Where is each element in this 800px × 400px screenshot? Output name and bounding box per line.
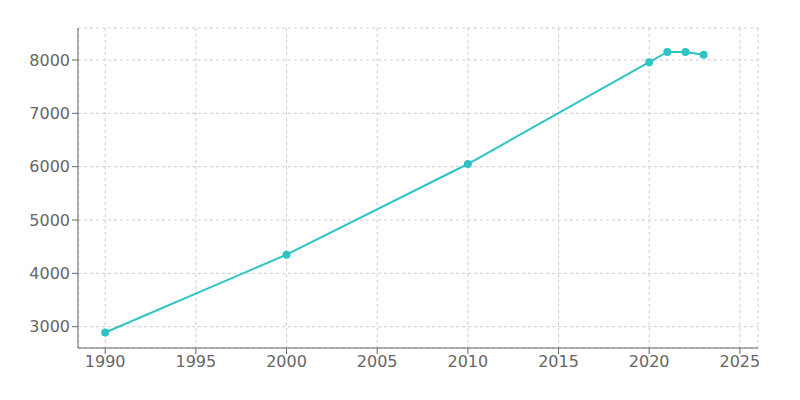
svg-text:2000: 2000 [266,352,307,371]
svg-text:1995: 1995 [176,352,217,371]
svg-text:1990: 1990 [85,352,126,371]
svg-text:2010: 2010 [448,352,489,371]
svg-text:7000: 7000 [29,104,70,123]
svg-text:5000: 5000 [29,211,70,230]
svg-text:2025: 2025 [720,352,761,371]
svg-text:2015: 2015 [538,352,579,371]
svg-text:8000: 8000 [29,51,70,70]
svg-text:2020: 2020 [629,352,670,371]
svg-text:2005: 2005 [357,352,398,371]
svg-text:3000: 3000 [29,317,70,336]
svg-text:6000: 6000 [29,157,70,176]
svg-text:4000: 4000 [29,264,70,283]
